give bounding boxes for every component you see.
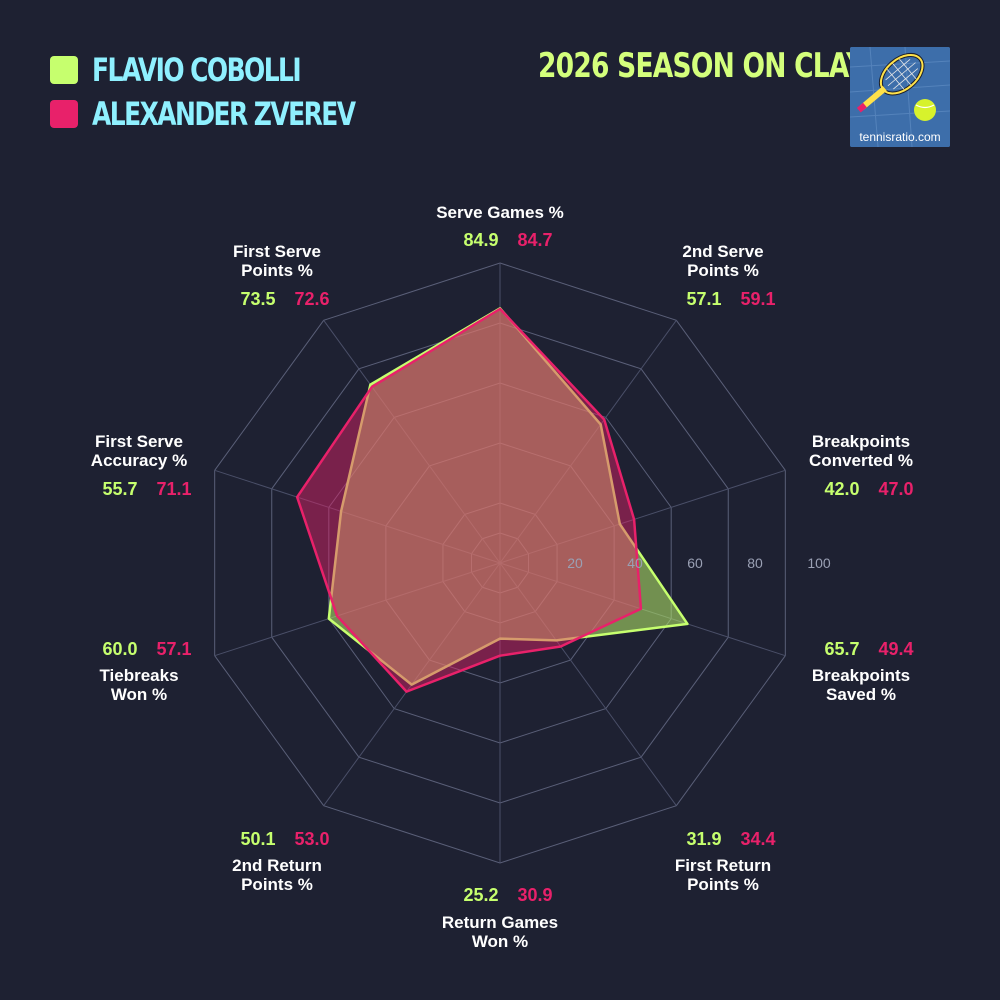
value-label-zverev: 49.4 — [878, 639, 913, 659]
value-label-zverev: 30.9 — [517, 885, 552, 905]
logo-text: tennisratio.com — [859, 130, 941, 144]
value-label-cobolli: 65.7 — [824, 639, 859, 659]
axis-label: Converted % — [809, 451, 913, 470]
value-label-cobolli: 55.7 — [102, 479, 137, 499]
legend-item-zverev: ALEXANDER ZVEREV — [50, 92, 429, 136]
value-label-zverev: 71.1 — [156, 479, 191, 499]
tennis-racket-ball-icon — [850, 47, 950, 147]
axis-label: Points % — [687, 875, 759, 894]
value-label-zverev: 53.0 — [294, 829, 329, 849]
value-label-zverev: 47.0 — [878, 479, 913, 499]
legend-swatch-cobolli — [50, 56, 78, 84]
legend-item-cobolli: FLAVIO COBOLLI — [50, 48, 429, 92]
axis-label: Accuracy % — [91, 451, 187, 470]
value-label-cobolli: 25.2 — [463, 885, 498, 905]
axis-label: First Return — [675, 856, 771, 875]
tennisratio-logo[interactable]: tennisratio.com — [850, 47, 950, 147]
value-label-cobolli: 73.5 — [240, 289, 275, 309]
axis-label: 2nd Serve — [682, 242, 763, 261]
tick-label: 60 — [687, 555, 703, 571]
season-title: 2026 SEASON ON CLAY — [538, 46, 865, 86]
value-label-cobolli: 57.1 — [686, 289, 721, 309]
axis-label: First Serve — [95, 432, 183, 451]
series-area-cobolli — [327, 307, 689, 686]
axis-label: Points % — [241, 875, 313, 894]
axis-group: Serve Games % 84.9 84.7 — [436, 203, 564, 250]
value-label-cobolli: 84.9 — [463, 230, 498, 250]
tick-label: 20 — [567, 555, 583, 571]
axis-label: Won % — [472, 932, 528, 951]
legend-swatch-zverev — [50, 100, 78, 128]
value-label-zverev: 57.1 — [156, 639, 191, 659]
axis-label: Breakpoints — [812, 432, 910, 451]
legend-label-cobolli: FLAVIO COBOLLI — [92, 51, 302, 89]
axis-label: First Serve — [233, 242, 321, 261]
value-label-cobolli: 42.0 — [824, 479, 859, 499]
value-label-zverev: 59.1 — [740, 289, 775, 309]
tick-label: 80 — [747, 555, 763, 571]
axis-label: 2nd Return — [232, 856, 322, 875]
axis-label: Serve Games % — [436, 203, 564, 222]
tick-label: 40 — [627, 555, 643, 571]
axis-label: Return Games — [442, 913, 558, 932]
axis-label: Breakpoints — [812, 666, 910, 685]
axis-label: Won % — [111, 685, 167, 704]
axis-label: Points % — [687, 261, 759, 280]
axis-label: Tiebreaks — [99, 666, 178, 685]
value-label-zverev: 84.7 — [517, 230, 552, 250]
series-area-zverev — [295, 307, 643, 693]
value-label-cobolli: 31.9 — [686, 829, 721, 849]
legend-label-zverev: ALEXANDER ZVEREV — [92, 95, 356, 133]
value-label-cobolli: 50.1 — [240, 829, 275, 849]
tick-label: 100 — [807, 555, 831, 571]
value-label-cobolli: 60.0 — [102, 639, 137, 659]
value-label-zverev: 72.6 — [294, 289, 329, 309]
axis-label: Points % — [241, 261, 313, 280]
value-label-zverev: 34.4 — [740, 829, 775, 849]
legend: FLAVIO COBOLLI ALEXANDER ZVEREV — [50, 48, 429, 136]
axis-label: Saved % — [826, 685, 896, 704]
